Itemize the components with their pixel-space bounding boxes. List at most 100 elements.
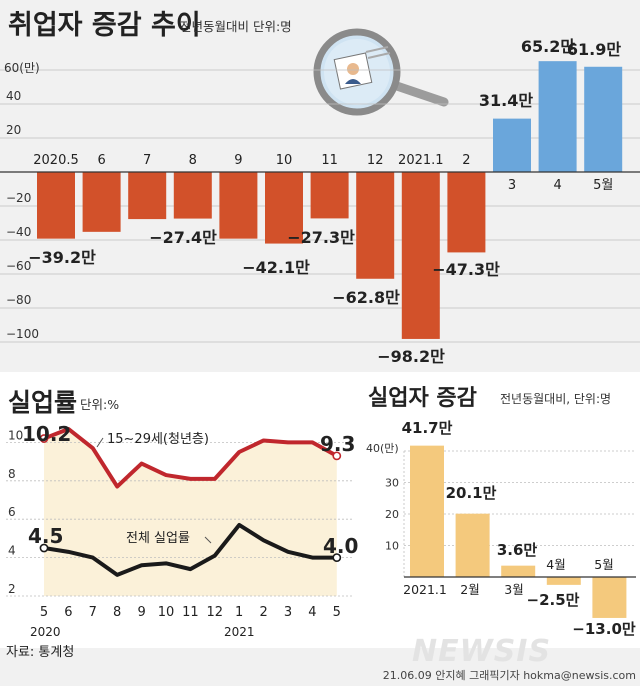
unemployed-data-label: 20.1만 (446, 484, 497, 502)
unemployed-y-tick: 10 (385, 540, 399, 553)
unemployed-y-unit-label: 40(만) (366, 442, 399, 455)
employment-data-label: 65.2만 (521, 37, 575, 56)
unemployed-bar (410, 445, 444, 577)
employment-bar (447, 172, 486, 253)
employment-x-label: 11 (321, 153, 338, 168)
employment-bar (401, 172, 440, 339)
employment-data-label: −62.8만 (332, 288, 400, 307)
youth-series-leader (96, 437, 104, 448)
employment-bar (493, 118, 531, 172)
employment-title: 취업자 증감 추이 (8, 10, 201, 41)
employment-gridlines (0, 69, 640, 343)
employment-subtitle: 전년동월대비 단위:명 (180, 19, 292, 34)
employment-x-label: 2 (462, 153, 470, 168)
employment-x-label: 2021.1 (398, 153, 444, 168)
employment-x-label: 6 (97, 153, 105, 168)
employment-bar (128, 172, 167, 220)
youth-line (43, 426, 338, 489)
employment-x-label: 12 (367, 153, 384, 168)
unemployment-rate-y-tick: 4 (8, 544, 16, 558)
credit-line: 21.06.09 안지혜 그래픽기자 hokma@newsis.com (383, 669, 636, 682)
unemployed-gridlines (403, 450, 636, 577)
unemployment-rate-x-label: 10 (158, 605, 175, 620)
employment-x-label: 8 (189, 153, 197, 168)
employment-bar (310, 172, 349, 219)
unemployment-rate-x-label: 1 (235, 605, 243, 620)
year-label-2020: 2020 (30, 625, 61, 639)
employment-x-label: 7 (143, 153, 151, 168)
unemployed-x-label: 3월 (504, 582, 523, 597)
unemployed-data-labels: 41.7만 20.1만 3.6만 −2.5만 −13.0만 (402, 419, 636, 638)
total-line-endpoint (332, 553, 342, 562)
employment-x-label: 5월 (593, 178, 613, 193)
employment-data-label: −39.2만 (28, 248, 96, 267)
youth-end-label: 9.3 (320, 432, 355, 456)
unemployed-bar (501, 565, 536, 577)
total-series-leader (204, 536, 212, 544)
employment-x-label: 2020.5 (33, 153, 79, 168)
youth-area-fill (44, 428, 337, 596)
unemployed-bar (546, 577, 581, 585)
employment-x-axis: 2020.5 6 7 8 9 10 11 12 2021.1 2 3 4 5월 (33, 153, 613, 193)
year-label-2021: 2021 (224, 625, 255, 639)
employment-bar (356, 172, 395, 279)
unemployment-rate-x-label: 6 (64, 605, 72, 620)
total-line (43, 522, 337, 577)
youth-line-endpoint (39, 434, 49, 443)
employment-data-label: −27.4만 (149, 228, 217, 247)
employment-data-label: −27.3만 (287, 228, 355, 247)
unemployment-rate-x-label: 2 (259, 605, 267, 620)
employment-bar (265, 172, 303, 244)
unemployed-bars (410, 445, 627, 618)
unemployment-rate-lines (39, 426, 342, 577)
employment-bar (37, 172, 75, 239)
unemployed-data-label: −13.0만 (572, 620, 636, 638)
unemployed-bar (455, 513, 490, 577)
unemployed-x-label: 4월 (546, 557, 565, 572)
employment-x-label: 10 (276, 153, 293, 168)
employment-y-tick: −100 (6, 327, 39, 341)
employment-bars (37, 61, 623, 339)
total-series-label: 전체 실업률 (126, 531, 190, 546)
unemployed-data-label: 3.6만 (497, 541, 538, 559)
unemployment-rate-subtitle: 단위:% (80, 397, 119, 412)
unemployment-rate-x-label: 8 (113, 605, 121, 620)
employment-y-tick: −60 (6, 259, 31, 273)
person-photo-icon (333, 46, 391, 90)
employment-y-tick: −40 (6, 225, 31, 239)
unemployment-rate-y-tick: 2 (8, 582, 16, 596)
unemployment-rate-x-label: 9 (137, 605, 145, 620)
unemployment-rate-x-label: 4 (308, 605, 316, 620)
employment-y-unit-label: 60(만) (4, 61, 40, 75)
total-start-label: 4.5 (28, 524, 63, 548)
employment-bar (219, 172, 258, 239)
employment-data-label: −47.3만 (432, 260, 500, 279)
employment-bar (538, 61, 577, 172)
unemployment-rate-y-tick: 6 (8, 505, 16, 519)
unemployed-subtitle: 전년동월대비, 단위:명 (500, 392, 611, 406)
unemployed-title: 실업자 증감 (368, 386, 477, 411)
source-label: 자료: 통계청 (6, 645, 74, 660)
employment-x-label: 4 (553, 178, 561, 193)
unemployed-bar (592, 577, 627, 618)
youth-start-label: 10.2 (22, 422, 71, 446)
employment-x-label: 9 (234, 153, 242, 168)
unemployed-x-axis: 2021.1 2월 3월 4월 5월 (403, 557, 614, 597)
total-end-label: 4.0 (323, 534, 358, 558)
unemployment-rate-x-label: 11 (182, 605, 199, 620)
unemployed-x-label: 2021.1 (403, 582, 447, 597)
unemployed-y-tick: 20 (385, 508, 399, 521)
unemployed-data-label: −2.5만 (527, 591, 580, 609)
unemployment-rate-y-axis: 10 8 6 4 2 (8, 428, 23, 596)
unemployed-y-tick: 30 (385, 477, 399, 490)
employment-y-tick: 40 (6, 89, 21, 103)
employment-data-label: 61.9만 (567, 40, 621, 59)
unemployment-rate-x-label: 3 (284, 605, 292, 620)
unemployed-x-label: 2월 (460, 582, 479, 597)
unemployment-rate-x-axis: 5 6 7 8 9 10 11 12 1 2 3 4 5 (40, 605, 341, 620)
unemployment-rate-y-tick: 10 (8, 428, 23, 442)
unemployed-data-label: 41.7만 (402, 419, 453, 437)
unemployment-rate-x-label: 5 (333, 605, 341, 620)
unemployment-rate-x-label: 7 (89, 605, 97, 620)
